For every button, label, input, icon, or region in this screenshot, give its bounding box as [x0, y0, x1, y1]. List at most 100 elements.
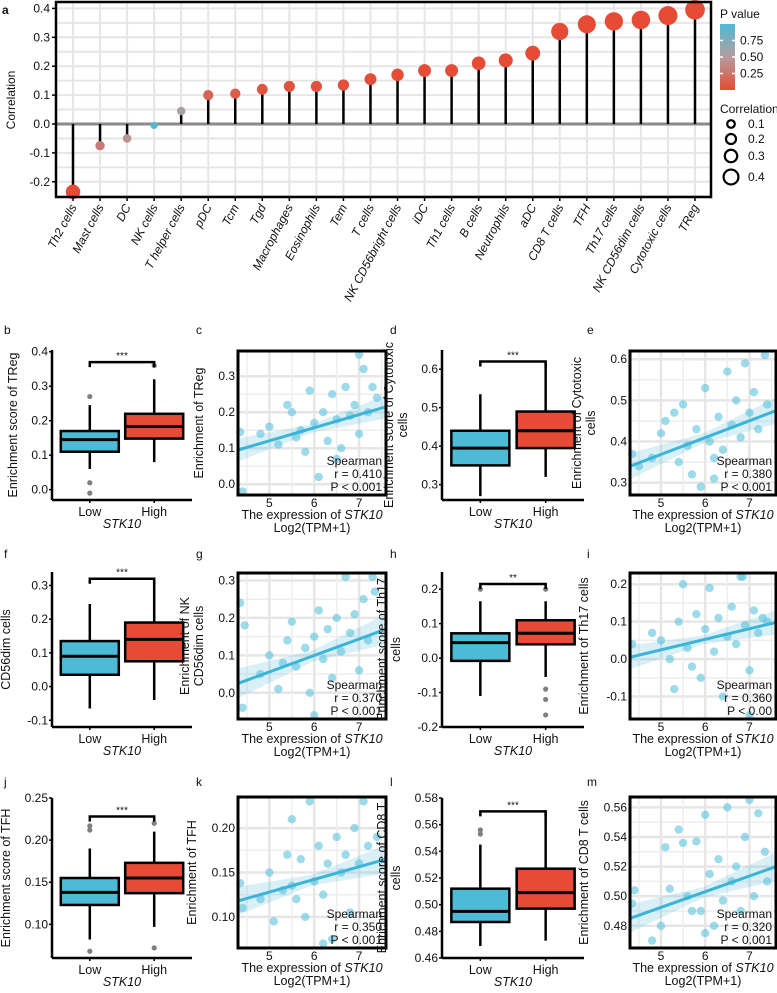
correlation-r-value: r = 0.370 [334, 691, 382, 705]
lollipop-dot [577, 15, 596, 34]
size-legend-circle [722, 168, 740, 186]
x-tick-label: Low [78, 505, 102, 519]
x-tick-label: 5 [266, 949, 273, 963]
significance-stars: *** [507, 351, 519, 362]
scatter-point [692, 424, 701, 434]
x-axis-label-prefix: The expression of [241, 732, 344, 746]
stat-method-label: Spearman [717, 454, 772, 468]
scatter-point [314, 606, 323, 615]
y-tick-label: 0.4 [33, 1, 50, 15]
scatter-point [287, 408, 297, 417]
y-tick-label: 0.56 [415, 818, 439, 832]
y-tick-label: 0.15 [25, 875, 49, 889]
scatter-point [678, 400, 688, 409]
scatter-point [238, 487, 247, 496]
lollipop-dot [391, 68, 404, 82]
y-tick-label: 0.4 [421, 439, 438, 453]
x-tick-label: Low [78, 732, 102, 746]
lollipop-dot [445, 64, 459, 77]
y-axis-label: Correlation [4, 71, 18, 130]
lollipop-dot [364, 73, 377, 86]
stat-method-label: Spearman [327, 454, 382, 468]
x-tick-label: TFH [570, 202, 593, 229]
significance-stars: *** [116, 568, 128, 579]
scatter-point [692, 837, 701, 846]
x-tick-label: 6 [311, 496, 318, 510]
scatter-point [310, 418, 319, 428]
y-axis-label: Enrichment of CD8 T cells [577, 800, 591, 945]
x-tick-label: NK CD56bright cells [341, 202, 404, 304]
scatter-point [301, 447, 310, 456]
y-tick-label: 0.48 [415, 924, 439, 938]
y-tick-label: 0.3 [218, 369, 235, 383]
x-axis-label: The expression of STK10 [632, 961, 773, 975]
y-tick-label: 0.2 [421, 582, 438, 596]
y-tick-label: -0.1 [27, 713, 48, 727]
scatter-point [345, 628, 355, 638]
y-tick-label: 0.3 [610, 476, 627, 490]
significance-bracket [479, 810, 547, 817]
x-tick-label: 6 [702, 496, 709, 510]
lollipop-dot [471, 56, 486, 71]
scatter-point [283, 400, 292, 410]
x-axis-label: The expression of STK10 [241, 508, 382, 522]
scatter-point [731, 396, 741, 405]
scatter-point [323, 859, 332, 868]
x-tick-label: TReg [676, 202, 702, 235]
y-axis-label: Enrichment score of TReg [6, 352, 20, 497]
x-tick-label: 7 [356, 949, 363, 963]
y-tick-label: -0.2 [417, 720, 438, 734]
scatter-point [656, 921, 666, 930]
y-axis-label: Enrichment score of TFH [0, 809, 13, 948]
scatter-point [283, 850, 292, 859]
scatter-point [705, 437, 714, 446]
y-tick-label: 0.10 [25, 917, 49, 931]
x-axis-label: The expression of STK10 [632, 508, 773, 522]
outlier-point [477, 831, 483, 837]
y-tick-label: 0.2 [31, 414, 48, 428]
lollipop-dot [176, 106, 186, 116]
correlation-p-value: P < 0.001 [721, 933, 773, 947]
y-tick-label: 0.1 [31, 646, 48, 660]
scatter-point [745, 408, 754, 417]
outlier-point [543, 586, 549, 592]
scatter-point [296, 854, 305, 864]
box-low [59, 429, 121, 453]
regression-line [237, 405, 387, 452]
x-tick-label: High [141, 505, 167, 519]
scatter-point [709, 647, 719, 656]
scatter-point [727, 602, 736, 611]
y-axis-label: Enrichment score of Cytotoxic [382, 342, 396, 508]
scatter-point [754, 424, 763, 434]
x-tick-label: DC [113, 202, 134, 224]
size-legend-label: 0.4 [748, 170, 765, 184]
y-tick-label: -0.1 [417, 686, 438, 700]
scatter-point [762, 400, 772, 409]
x-axis-label-gene: STK10 [344, 508, 382, 522]
correlation-p-value: P < 0.001 [331, 480, 383, 494]
outlier-point [477, 827, 483, 833]
scatter-point [701, 810, 710, 819]
scatter-point [696, 673, 705, 683]
x-tick-label: 7 [746, 949, 753, 963]
scatter-point [372, 393, 382, 402]
scatter-point [332, 613, 341, 623]
plot-background [630, 573, 776, 719]
x-axis-unit-label: Log2(TPM+1) [274, 974, 351, 988]
x-tick-label: High [533, 963, 559, 977]
size-legend-label: 0.2 [748, 132, 765, 146]
y-tick-label: 0.56 [604, 800, 628, 814]
y-tick-label: 0.54 [604, 830, 628, 844]
lollipop-dot [631, 10, 651, 30]
correlation-r-value: r = 0.410 [334, 467, 382, 481]
lollipop-dot [283, 80, 295, 93]
x-tick-label: Tcm [219, 202, 242, 228]
y-tick-label: -0.1 [606, 690, 627, 704]
scatter-point [314, 841, 323, 851]
y-tick-label: 0.15 [212, 866, 236, 880]
scatter-point [310, 632, 319, 641]
